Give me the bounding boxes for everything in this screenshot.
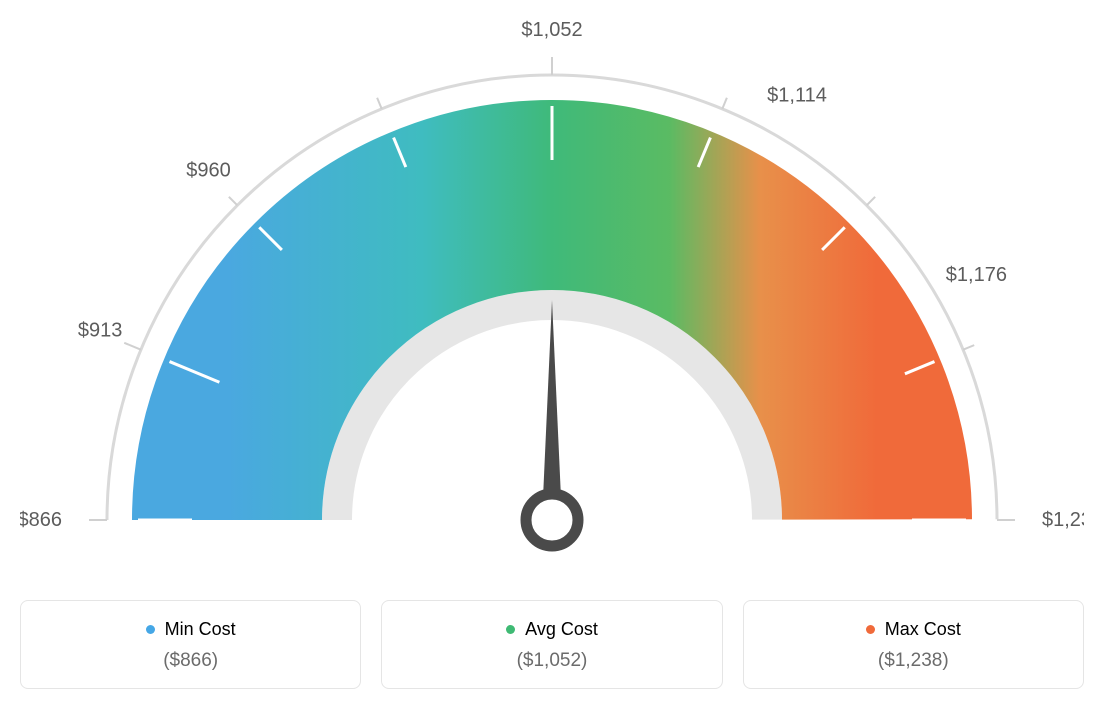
legend-title-max: Max Cost bbox=[866, 619, 961, 640]
svg-text:$866: $866 bbox=[20, 509, 62, 531]
svg-text:$1,176: $1,176 bbox=[946, 264, 1007, 286]
legend-label-max: Max Cost bbox=[885, 619, 961, 640]
legend-value-avg: ($1,052) bbox=[392, 650, 711, 672]
legend-title-min: Min Cost bbox=[146, 619, 236, 640]
gauge-svg: $866 $913 $960 $1,052 $1,114 $1,176 $1,238 bbox=[20, 20, 1084, 580]
legend-card-avg: Avg Cost ($1,052) bbox=[381, 600, 722, 689]
legend-label-avg: Avg Cost bbox=[525, 619, 598, 640]
svg-text:$1,052: $1,052 bbox=[521, 20, 582, 41]
legend-dot-min bbox=[146, 625, 155, 634]
gauge-chart: $866 $913 $960 $1,052 $1,114 $1,176 $1,238 bbox=[20, 20, 1084, 580]
legend-value-max: ($1,238) bbox=[754, 650, 1073, 672]
svg-text:$960: $960 bbox=[186, 160, 231, 182]
legend-card-min: Min Cost ($866) bbox=[20, 600, 361, 689]
legend-dot-max bbox=[866, 625, 875, 634]
legend-dot-avg bbox=[506, 625, 515, 634]
svg-text:$1,238: $1,238 bbox=[1042, 509, 1084, 531]
legend-card-max: Max Cost ($1,238) bbox=[743, 600, 1084, 689]
legend-title-avg: Avg Cost bbox=[506, 619, 598, 640]
svg-text:$913: $913 bbox=[78, 320, 123, 342]
legend-row: Min Cost ($866) Avg Cost ($1,052) Max Co… bbox=[20, 600, 1084, 689]
svg-text:$1,114: $1,114 bbox=[767, 85, 827, 107]
legend-value-min: ($866) bbox=[31, 650, 350, 672]
legend-label-min: Min Cost bbox=[165, 619, 236, 640]
